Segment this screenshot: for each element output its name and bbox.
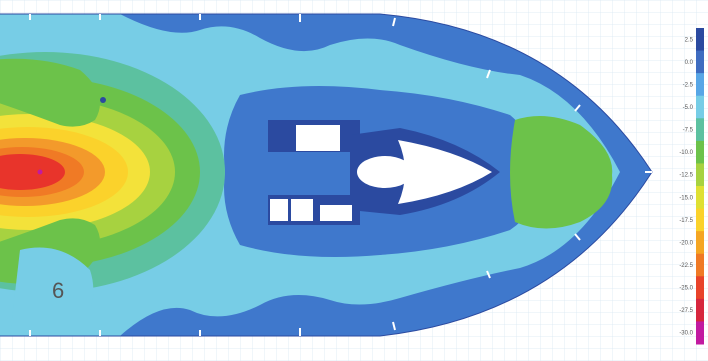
hatch-1 (296, 125, 340, 151)
legend-label: -20.0 (679, 240, 693, 246)
figure-label: 6 (52, 278, 64, 303)
legend-swatch (696, 276, 704, 300)
aft-bottom-lobe (10, 247, 94, 336)
legend-swatch (696, 50, 704, 74)
legend-label: 0.0 (685, 60, 694, 66)
hatch-oval (357, 156, 413, 188)
legend-swatch (696, 140, 704, 164)
edge-ticks (29, 14, 652, 336)
hatch-4 (320, 205, 352, 221)
legend-label: -17.5 (679, 218, 693, 224)
legend-swatch (696, 208, 704, 232)
hatch-3 (291, 199, 313, 221)
aft-zone-red (0, 154, 65, 190)
legend-label: -12.5 (679, 173, 693, 179)
legend-swatch (696, 163, 704, 187)
forward-green-zone (510, 116, 613, 229)
legend-swatch (696, 186, 704, 210)
legend-label: -15.0 (679, 195, 693, 201)
hatch-2 (270, 199, 288, 221)
legend-swatch (696, 73, 704, 97)
legend-label: -22.5 (679, 263, 693, 269)
legend-label: -5.0 (683, 105, 694, 111)
legend-swatch (696, 28, 704, 52)
legend-swatch (696, 298, 704, 322)
legend-label: -25.0 (679, 286, 693, 292)
legend-label: -27.5 (679, 308, 693, 314)
bow-opening (398, 140, 492, 204)
aft-upper-lobe (0, 58, 100, 127)
marker-dot-2 (37, 169, 43, 175)
legend-label: -7.5 (683, 128, 694, 134)
legend-swatch (696, 253, 704, 277)
legend-swatch (696, 321, 704, 345)
color-legend: 2.5 0.0 -2.5 -5.0 -7.5 -10.0 -12.5 -15.0 -17.5 -2… (679, 28, 704, 345)
legend-label: -2.5 (683, 82, 694, 88)
legend-swatch (696, 231, 704, 255)
legend-label: -30.0 (679, 331, 693, 337)
legend-label: -10.0 (679, 150, 693, 156)
superstructure (268, 120, 500, 225)
marker-dot-1 (100, 97, 106, 103)
legend-swatch (696, 95, 704, 119)
legend-swatch (696, 118, 704, 142)
legend-label: 2.5 (685, 37, 694, 43)
